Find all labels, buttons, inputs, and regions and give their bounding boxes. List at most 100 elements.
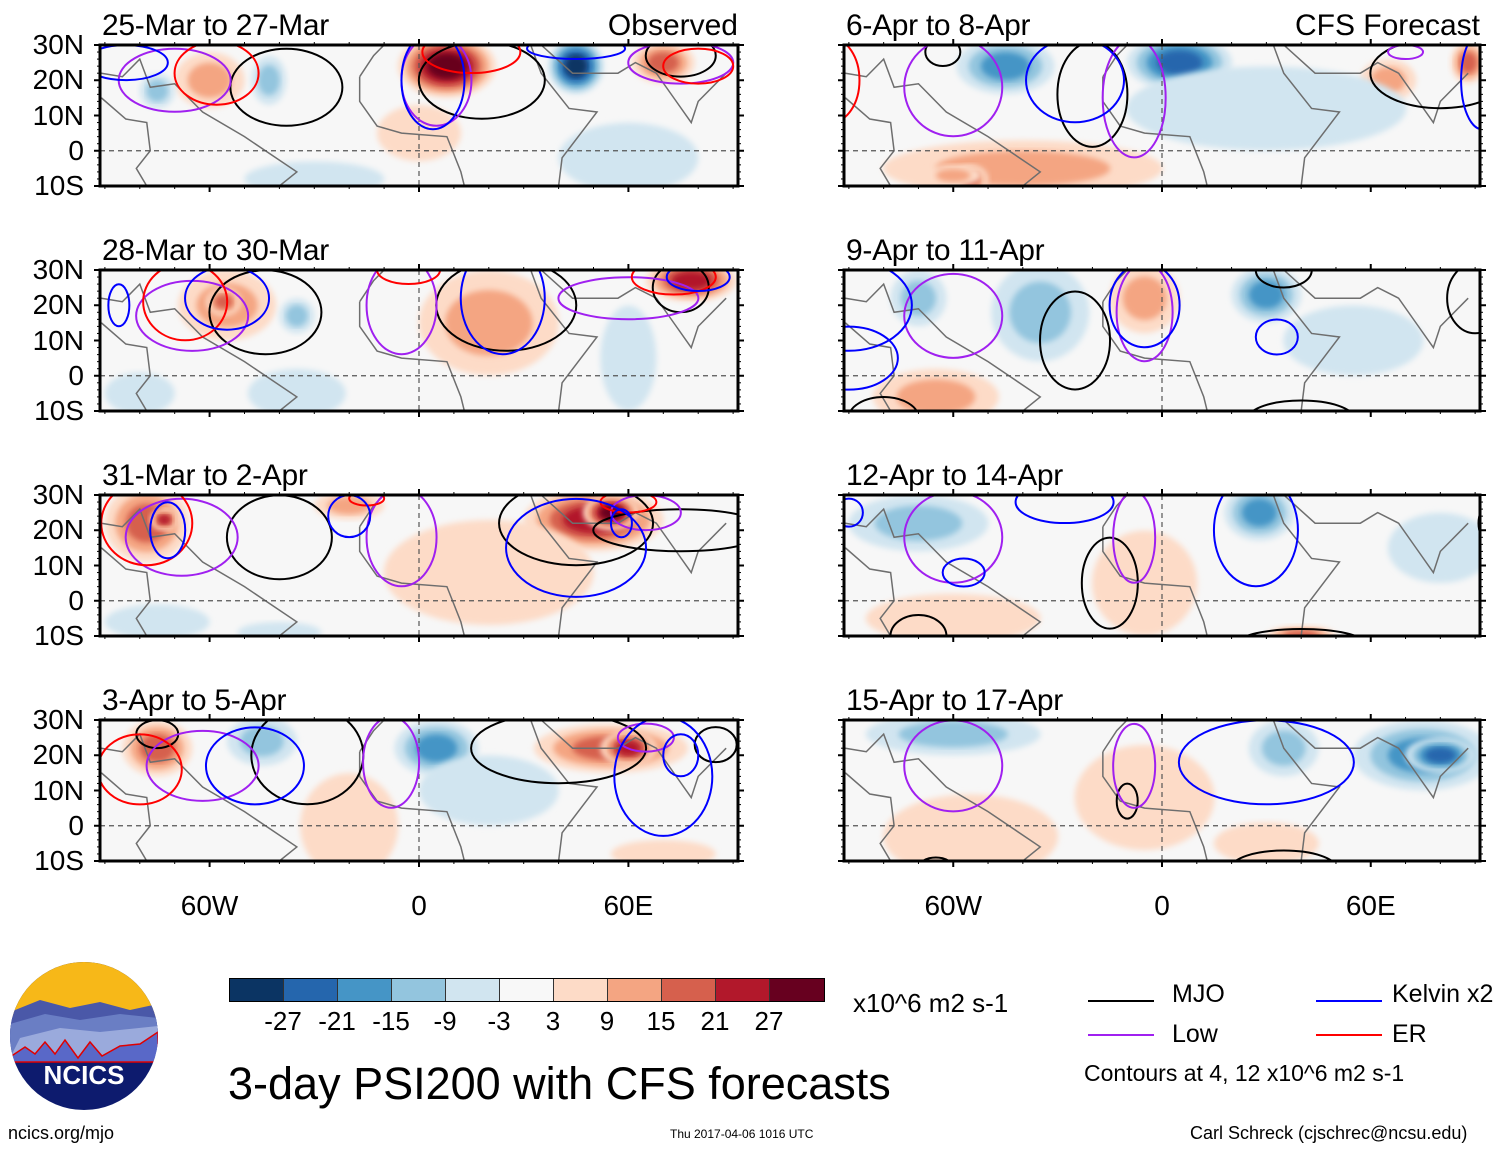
colorbar-cell bbox=[392, 979, 446, 1001]
low-contour bbox=[903, 495, 1004, 584]
map-panel bbox=[838, 39, 1486, 192]
low-contour bbox=[1112, 722, 1157, 809]
mjo-contour bbox=[921, 856, 951, 861]
kelvin-contour bbox=[1212, 495, 1299, 588]
low-contour bbox=[362, 720, 421, 809]
coastline bbox=[100, 322, 152, 411]
coastline bbox=[1272, 495, 1341, 636]
anomaly-shading bbox=[1009, 281, 1071, 343]
anomaly-shading bbox=[187, 62, 232, 98]
colorbar-cell bbox=[284, 979, 338, 1001]
mjo-contour bbox=[849, 396, 918, 411]
anomaly-shading bbox=[883, 794, 1059, 861]
kelvin-contour bbox=[844, 270, 913, 352]
coastline bbox=[358, 301, 466, 411]
anomaly-shading bbox=[935, 168, 971, 182]
anomaly-shading bbox=[445, 290, 533, 356]
kelvin-contour bbox=[1108, 270, 1181, 349]
mjo-contour bbox=[498, 495, 655, 567]
logo-text: NCICS bbox=[44, 1060, 125, 1090]
mjo-contour bbox=[1115, 782, 1139, 820]
coastline bbox=[1272, 720, 1341, 861]
coastline bbox=[844, 97, 895, 186]
anomaly-shading bbox=[285, 304, 308, 327]
anomaly-shading bbox=[104, 372, 175, 411]
lat-label: 0 bbox=[68, 359, 84, 391]
lat-label: 10S bbox=[34, 170, 84, 201]
kelvin-contour bbox=[526, 45, 627, 61]
anomaly-shading bbox=[237, 621, 322, 636]
panel-title: 12-Apr to 14-Apr bbox=[846, 459, 1063, 492]
mjo-contour bbox=[1056, 45, 1129, 148]
lat-label: 10N bbox=[32, 324, 84, 356]
anomaly-shading bbox=[865, 593, 1041, 636]
lon-label: 0 bbox=[1154, 890, 1170, 921]
colorbar-cell bbox=[446, 979, 500, 1001]
kelvin-contour bbox=[665, 270, 731, 293]
low-contour bbox=[145, 729, 260, 802]
kelvin-contour bbox=[1254, 318, 1299, 356]
coastline bbox=[529, 270, 599, 411]
panel-tag: CFS Forecast bbox=[1294, 9, 1480, 42]
colorbar-tick: -27 bbox=[264, 1006, 302, 1036]
low-contour bbox=[903, 272, 1004, 359]
anomaly-shading bbox=[610, 839, 716, 861]
panel-title: 25-Mar to 27-Mar bbox=[102, 9, 329, 42]
mjo-contour bbox=[1446, 270, 1480, 335]
low-contour bbox=[365, 270, 438, 356]
colorbar-cell bbox=[608, 979, 662, 1001]
low-contour bbox=[557, 276, 700, 321]
mjo-contour bbox=[1039, 290, 1112, 391]
anomaly-shading bbox=[1387, 512, 1480, 583]
map-panel bbox=[94, 264, 744, 417]
anomaly-shading bbox=[1126, 66, 1407, 151]
colorbar-cell bbox=[716, 979, 770, 1001]
anomaly-shading bbox=[980, 52, 1030, 81]
footer-author: Carl Schreck (cjschrec@ncsu.edu) bbox=[1190, 1123, 1468, 1143]
anomaly-shading bbox=[257, 64, 280, 96]
coastline bbox=[845, 732, 1042, 861]
kelvin-contour bbox=[505, 497, 648, 598]
coastline bbox=[101, 507, 299, 636]
lat-label: 0 bbox=[68, 134, 84, 166]
colorbar-cell bbox=[500, 979, 554, 1001]
coastline bbox=[529, 720, 599, 861]
mjo-contour bbox=[1369, 45, 1480, 110]
lat-label: 10S bbox=[34, 395, 84, 426]
er-contour bbox=[630, 270, 717, 296]
lat-label: 20N bbox=[32, 514, 84, 546]
kelvin-contour bbox=[149, 501, 187, 560]
coastline bbox=[1283, 495, 1469, 575]
map-panel bbox=[838, 714, 1486, 867]
kelvin-contour bbox=[204, 726, 305, 806]
lat-label: 10S bbox=[34, 845, 84, 876]
anomaly-shading bbox=[898, 720, 1008, 748]
map-panel bbox=[94, 714, 744, 867]
contour-note: Contours at 4, 12 x10^6 m2 s-1 bbox=[1084, 1060, 1405, 1086]
coastline bbox=[529, 495, 599, 636]
mjo-contour bbox=[1254, 270, 1313, 289]
anomaly-shading bbox=[1156, 50, 1203, 75]
anomaly-shading bbox=[158, 515, 171, 525]
kelvin-contour bbox=[107, 283, 131, 328]
panel-title: 3-Apr to 5-Apr bbox=[102, 684, 287, 717]
main-title: 3-day PSI200 with CFS forecasts bbox=[228, 1058, 891, 1109]
lat-label: 10N bbox=[32, 99, 84, 131]
kelvin-contour bbox=[1460, 45, 1480, 131]
colorbar bbox=[229, 978, 825, 1002]
colorbar-tick: 27 bbox=[754, 1006, 784, 1036]
kelvin-contour bbox=[613, 720, 714, 837]
lon-label: 60E bbox=[603, 890, 654, 921]
mjo-contour bbox=[1244, 628, 1359, 636]
mjo-contour bbox=[470, 720, 648, 785]
anomaly-shading bbox=[415, 734, 458, 763]
coastline bbox=[540, 45, 727, 125]
legend-line-kelvin bbox=[1316, 1000, 1382, 1002]
coastline bbox=[1102, 76, 1208, 186]
legend-label-er: ER bbox=[1392, 1020, 1427, 1048]
coastline bbox=[1283, 270, 1469, 350]
footer-url[interactable]: ncics.org/mjo bbox=[8, 1123, 115, 1143]
mjo-contour bbox=[1234, 849, 1334, 861]
lon-label: 60W bbox=[180, 890, 239, 921]
er-contour bbox=[376, 270, 442, 285]
